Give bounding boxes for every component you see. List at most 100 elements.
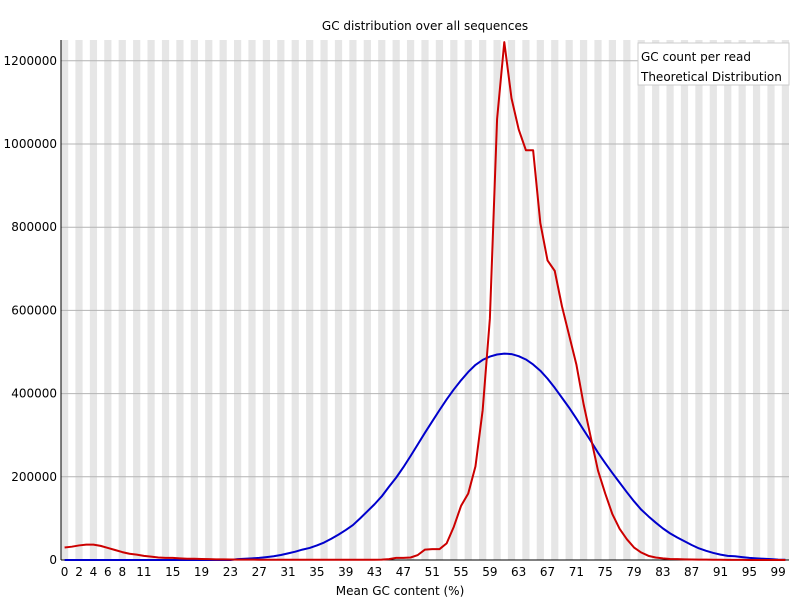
chart-title: GC distribution over all sequences bbox=[322, 19, 528, 33]
x-tick-label: 39 bbox=[338, 565, 353, 579]
y-tick-label: 0 bbox=[49, 553, 57, 567]
x-tick-label: 75 bbox=[598, 565, 613, 579]
x-tick-label: 67 bbox=[540, 565, 555, 579]
series-line-gc-count bbox=[64, 41, 786, 561]
grid-stripe bbox=[421, 40, 429, 560]
grid-stripe bbox=[61, 40, 69, 560]
grid-stripe bbox=[75, 40, 83, 560]
grid-stripe bbox=[349, 40, 357, 560]
grid-stripe bbox=[176, 40, 184, 560]
legend-box bbox=[637, 42, 790, 86]
legend-item-theoretical: Theoretical Distribution bbox=[640, 70, 782, 84]
grid-stripe bbox=[435, 40, 444, 560]
grid-stripe bbox=[104, 40, 112, 560]
legend: GC count per read Theoretical Distributi… bbox=[637, 42, 790, 86]
x-tick-label: 15 bbox=[165, 565, 180, 579]
y-tick-label: 200000 bbox=[11, 470, 57, 484]
x-tick-label: 11 bbox=[136, 565, 151, 579]
x-tick-label: 43 bbox=[367, 565, 382, 579]
grid-stripe bbox=[680, 40, 689, 560]
grid-stripe bbox=[464, 40, 472, 560]
x-tick-label: 83 bbox=[655, 565, 670, 579]
y-tick-label: 1000000 bbox=[4, 137, 57, 151]
grid-stripe bbox=[522, 40, 530, 560]
grid-stripe bbox=[479, 40, 487, 560]
x-tick-label: 59 bbox=[482, 565, 497, 579]
grid-stripe bbox=[767, 40, 775, 560]
grid-stripe bbox=[666, 40, 674, 560]
grid-stripe bbox=[277, 40, 285, 560]
grid-stripe bbox=[565, 40, 573, 560]
y-tick-label: 800000 bbox=[11, 220, 57, 234]
x-tick-label: 79 bbox=[626, 565, 641, 579]
x-tick-label: 6 bbox=[104, 565, 112, 579]
grid-stripe bbox=[205, 40, 213, 560]
grid-stripe bbox=[724, 40, 732, 560]
x-tick-label: 51 bbox=[425, 565, 440, 579]
grid-stripes bbox=[61, 40, 789, 560]
grid-stripe bbox=[450, 40, 458, 560]
grid-stripe bbox=[594, 40, 602, 560]
grid-stripe bbox=[306, 40, 314, 560]
x-tick-label: 87 bbox=[684, 565, 699, 579]
y-tick-label: 600000 bbox=[11, 303, 57, 317]
series-lines bbox=[64, 41, 786, 561]
x-tick-label: 0 bbox=[61, 565, 69, 579]
grid-stripe bbox=[637, 40, 645, 560]
y-ticks: 0 200000 400000 600000 800000 1000000 1200000 bbox=[4, 54, 57, 567]
grid-stripe bbox=[190, 40, 198, 560]
grid-stripe bbox=[262, 40, 271, 560]
grid-stripe bbox=[320, 40, 328, 560]
x-tick-label: 19 bbox=[194, 565, 209, 579]
x-axis-label: Mean GC content (%) bbox=[336, 584, 465, 598]
grid-lines bbox=[61, 60, 789, 478]
grid-stripe bbox=[623, 40, 631, 560]
x-tick-label: 91 bbox=[713, 565, 728, 579]
x-tick-label: 71 bbox=[569, 565, 584, 579]
x-tick-label: 27 bbox=[252, 565, 267, 579]
grid-stripe bbox=[695, 40, 703, 560]
grid-stripe bbox=[118, 40, 126, 560]
x-tick-label: 8 bbox=[118, 565, 126, 579]
x-tick-label: 35 bbox=[309, 565, 324, 579]
grid-stripe bbox=[133, 40, 141, 560]
grid-stripe bbox=[652, 40, 660, 560]
grid-stripe bbox=[781, 40, 789, 560]
x-tick-label: 55 bbox=[453, 565, 468, 579]
grid-stripe bbox=[334, 40, 343, 560]
grid-stripe bbox=[551, 40, 559, 560]
grid-stripe bbox=[233, 40, 242, 560]
grid-stripe bbox=[738, 40, 746, 560]
grid-stripe bbox=[147, 40, 155, 560]
grid-stripe bbox=[579, 40, 588, 560]
grid-stripe bbox=[507, 40, 516, 560]
grid-stripe bbox=[378, 40, 386, 560]
x-tick-label: 2 bbox=[75, 565, 83, 579]
grid-stripe bbox=[363, 40, 371, 560]
x-ticks: 0 2 4 6 8 11 15 19 23 27 31 35 39 43 47 51 55 59 63 67 71 75 7… bbox=[61, 565, 786, 579]
grid-stripe bbox=[161, 40, 170, 560]
x-tick-label: 47 bbox=[396, 565, 411, 579]
grid-stripe bbox=[709, 40, 717, 560]
x-tick-label: 63 bbox=[511, 565, 526, 579]
series-line-theoretical bbox=[64, 352, 786, 561]
x-tick-label: 23 bbox=[223, 565, 238, 579]
grid-stripe bbox=[248, 40, 256, 560]
grid-stripe bbox=[493, 40, 501, 560]
x-tick-label: 99 bbox=[771, 565, 786, 579]
grid-stripe bbox=[752, 40, 761, 560]
grid-stripe bbox=[536, 40, 544, 560]
x-tick-label: 95 bbox=[742, 565, 757, 579]
grid-stripe bbox=[608, 40, 617, 560]
grid-stripe bbox=[89, 40, 98, 560]
y-tick-label: 1200000 bbox=[4, 54, 57, 68]
grid-stripe bbox=[406, 40, 415, 560]
legend-item-gc-count: GC count per read bbox=[641, 50, 751, 64]
grid-stripe bbox=[219, 40, 227, 560]
grid-stripe bbox=[291, 40, 299, 560]
x-tick-label: 31 bbox=[280, 565, 295, 579]
grid-stripe bbox=[392, 40, 400, 560]
x-tick-label: 4 bbox=[90, 565, 98, 579]
y-tick-label: 400000 bbox=[11, 387, 57, 401]
